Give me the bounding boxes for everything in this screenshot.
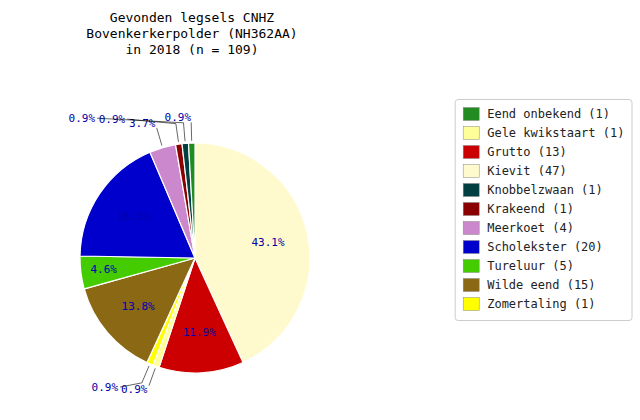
data-label: 13.8% (122, 300, 155, 313)
chart-svg: Gevonden legsels CNHZBovenkerkerpolder (… (0, 0, 640, 420)
pie-slice (176, 144, 195, 258)
data-label: 0.9% (121, 383, 148, 396)
leader-line (120, 366, 149, 387)
background (0, 0, 640, 420)
legend-entry: Grutto (13) (487, 145, 566, 159)
title-line: Bovenkerkerpolder (NH362AA) (86, 26, 297, 41)
data-label: 4.6% (91, 263, 118, 276)
legend-entry: Gele kwikstaart (1) (487, 126, 624, 140)
legend-swatch (463, 260, 479, 273)
legend: Eend onbekend (1) Gele kwikstaart (1) Grut… (455, 100, 632, 321)
data-label: 11.9% (183, 326, 216, 339)
legend-entry: Scholekster (20) (487, 240, 603, 254)
data-label: 0.9% (92, 381, 119, 394)
legend-entry: Meerkoet (4) (487, 221, 574, 235)
legend-entry: Krakeend (1) (487, 202, 574, 216)
legend-swatch (463, 127, 479, 140)
slices (80, 143, 310, 373)
pie-slice (182, 143, 195, 258)
legend-swatch (463, 146, 479, 159)
data-label: 0.9% (165, 111, 192, 124)
leader-line (191, 122, 193, 140)
data-label: 18.3% (116, 210, 149, 223)
legend-entry: Kievit (47) (487, 164, 566, 178)
legend-entry: Eend onbekend (1) (487, 107, 610, 121)
legend-swatch (463, 165, 479, 178)
chart-container: Gevonden legsels CNHZBovenkerkerpolder (… (0, 0, 640, 420)
legend-swatch (463, 184, 479, 197)
pie-slice (80, 256, 195, 289)
pie-slice (188, 143, 195, 258)
legend-frame (455, 100, 632, 321)
legend-entry: Tureluur (5) (487, 259, 574, 273)
data-label: 0.9% (69, 112, 96, 125)
data-labels: 43.1%11.9%0.9%0.9%13.8%4.6%18.3%3.7%0.9%… (69, 111, 285, 396)
chart-title: Gevonden legsels CNHZBovenkerkerpolder (… (86, 10, 297, 57)
leader-line (157, 128, 162, 146)
legend-swatch (463, 203, 479, 216)
legend-swatch (463, 298, 479, 311)
legend-swatch (463, 108, 479, 121)
legend-swatch (463, 241, 479, 254)
title-line: Gevonden legsels CNHZ (110, 10, 275, 25)
data-label: 43.1% (251, 236, 284, 249)
leader-line (149, 368, 155, 385)
legend-swatch (463, 222, 479, 235)
legend-entry: Zomertaling (1) (487, 297, 595, 311)
data-label: 3.7% (129, 117, 156, 130)
legend-entry: Wilde eend (15) (487, 278, 595, 292)
legend-swatch (463, 279, 479, 292)
title-line: in 2018 (n = 109) (125, 42, 258, 57)
legend-entry: Knobbelzwaan (1) (487, 183, 603, 197)
